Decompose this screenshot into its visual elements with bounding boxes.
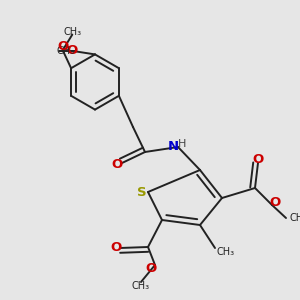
Text: H: H <box>178 139 186 149</box>
Text: CH₃: CH₃ <box>63 27 81 37</box>
Text: O: O <box>269 196 281 209</box>
Text: N: N <box>168 140 179 153</box>
Text: S: S <box>136 185 146 199</box>
Text: O: O <box>58 40 69 53</box>
Text: CH₃: CH₃ <box>290 213 300 223</box>
Text: O: O <box>66 44 77 57</box>
Text: CH₃: CH₃ <box>132 281 150 291</box>
Text: O: O <box>252 153 264 166</box>
Text: O: O <box>112 158 123 171</box>
Text: O: O <box>146 262 157 275</box>
Text: CH₃: CH₃ <box>217 247 235 256</box>
Text: O: O <box>110 241 122 254</box>
Text: CH₃: CH₃ <box>57 46 75 56</box>
